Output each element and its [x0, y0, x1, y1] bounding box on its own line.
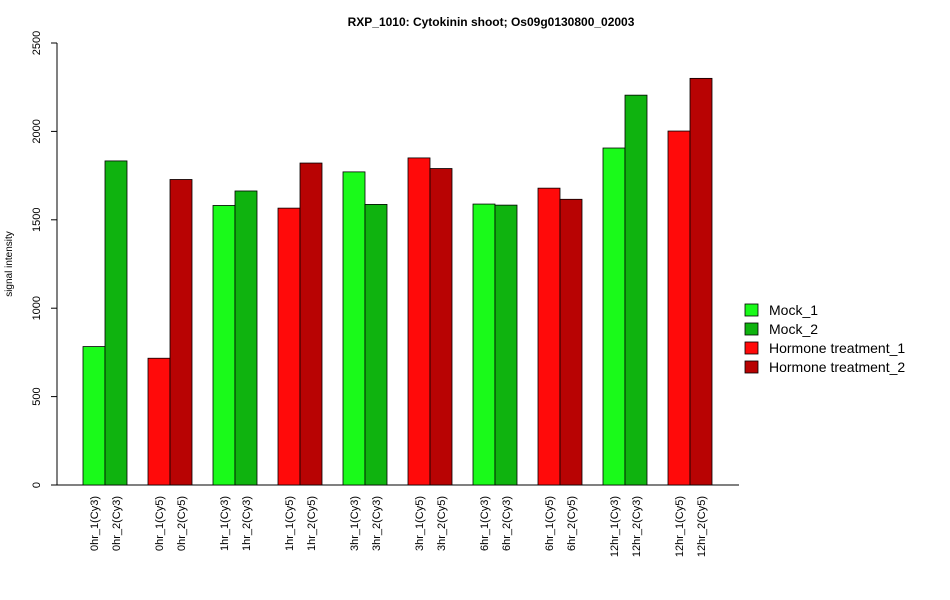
y-axis-label: signal intensity — [4, 231, 15, 297]
x-tick-label: 0hr_1(Cy3) — [89, 496, 101, 551]
bar — [407, 157, 431, 486]
x-tick-label: 12hr_2(Cy3) — [631, 496, 643, 557]
x-tick-label: 0hr_2(Cy3) — [111, 496, 123, 551]
bar — [429, 168, 453, 486]
legend-swatch — [744, 322, 759, 336]
chart-title: RXP_1010: Cytokinin shoot; Os09g0130800_… — [348, 15, 635, 29]
legend-swatch — [744, 303, 759, 317]
x-tick-label: 0hr_1(Cy5) — [154, 496, 166, 551]
y-axis: 0 500 1000 1500 2000 2500 — [31, 31, 58, 488]
y-tick-label: 1500 — [31, 208, 43, 232]
x-tick-label: 6hr_1(Cy5) — [544, 496, 556, 551]
bar — [537, 187, 561, 486]
bar — [212, 205, 236, 486]
legend-label: Mock_2 — [769, 321, 818, 337]
x-tick-label: 6hr_1(Cy3) — [479, 496, 491, 551]
bar — [559, 198, 583, 486]
x-tick-label: 6hr_2(Cy5) — [566, 496, 578, 551]
bar — [624, 94, 648, 486]
bar — [689, 77, 713, 486]
x-tick-label: 3hr_1(Cy3) — [349, 496, 361, 551]
bar — [234, 190, 258, 486]
legend: Mock_1 Mock_2 Hormone treatment_1 Hormone t… — [744, 302, 905, 375]
x-tick-label: 6hr_2(Cy3) — [501, 496, 513, 551]
y-tick-label: 2500 — [31, 31, 43, 55]
legend-swatch — [744, 360, 759, 374]
bar — [602, 147, 626, 486]
x-tick-label: 1hr_2(Cy5) — [306, 496, 318, 551]
x-tick-label: 12hr_1(Cy3) — [609, 496, 621, 557]
bar — [147, 357, 171, 486]
bar — [277, 207, 301, 486]
x-tick-label: 1hr_2(Cy3) — [241, 496, 253, 551]
bar — [667, 130, 691, 486]
bar — [299, 162, 323, 486]
bar — [82, 346, 106, 486]
x-tick-label: 3hr_2(Cy3) — [371, 496, 383, 551]
x-tick-label: 1hr_1(Cy3) — [219, 496, 231, 551]
legend-swatch — [744, 341, 759, 355]
x-tick-label: 0hr_2(Cy5) — [176, 496, 188, 551]
legend-label: Hormone treatment_2 — [769, 359, 905, 375]
x-tick-label: 1hr_1(Cy5) — [284, 496, 296, 551]
x-tick-label: 12hr_1(Cy5) — [674, 496, 686, 557]
legend-label: Mock_1 — [769, 302, 818, 318]
bar — [104, 160, 128, 486]
x-tick-label: 3hr_1(Cy5) — [414, 496, 426, 551]
bar — [472, 203, 496, 486]
legend-label: Hormone treatment_1 — [769, 340, 905, 356]
y-tick-label: 1000 — [31, 296, 43, 320]
bars-group — [57, 77, 739, 486]
x-tick-labels: 0hr_1(Cy3) 0hr_2(Cy3) 0hr_1(Cy5) 0hr_2(Cy5)… — [89, 496, 708, 557]
bar — [494, 204, 518, 486]
y-tick-label: 2000 — [31, 119, 43, 143]
bar — [342, 171, 366, 486]
y-tick-label: 500 — [31, 387, 43, 405]
y-tick-label: 0 — [31, 482, 43, 488]
x-tick-label: 12hr_2(Cy5) — [696, 496, 708, 557]
x-tick-label: 3hr_2(Cy5) — [436, 496, 448, 551]
bar — [364, 204, 388, 486]
bar — [169, 179, 193, 486]
